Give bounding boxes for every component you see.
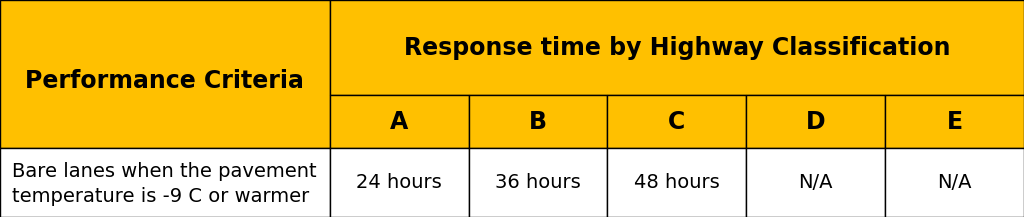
Text: 36 hours: 36 hours — [496, 173, 581, 192]
Bar — [0, 148, 330, 217]
Text: E: E — [946, 110, 963, 133]
Text: B: B — [529, 110, 547, 133]
Text: Bare lanes when the pavement: Bare lanes when the pavement — [12, 162, 316, 181]
Bar — [607, 95, 746, 148]
Text: C: C — [669, 110, 685, 133]
Bar — [469, 95, 607, 148]
Text: D: D — [806, 110, 825, 133]
Text: temperature is -9 C or warmer: temperature is -9 C or warmer — [12, 187, 309, 206]
Bar — [330, 0, 1024, 95]
Text: A: A — [390, 110, 409, 133]
Bar — [330, 148, 469, 217]
Text: 24 hours: 24 hours — [356, 173, 442, 192]
Text: N/A: N/A — [937, 173, 972, 192]
Bar — [885, 148, 1024, 217]
Bar — [885, 95, 1024, 148]
Text: N/A: N/A — [799, 173, 833, 192]
Text: 48 hours: 48 hours — [634, 173, 720, 192]
Bar — [607, 148, 746, 217]
Text: Response time by Highway Classification: Response time by Highway Classification — [403, 36, 950, 60]
Text: Performance Criteria: Performance Criteria — [26, 69, 304, 93]
Bar — [330, 95, 469, 148]
Bar — [746, 148, 885, 217]
Bar — [469, 148, 607, 217]
Bar — [746, 95, 885, 148]
Bar — [0, 0, 330, 148]
